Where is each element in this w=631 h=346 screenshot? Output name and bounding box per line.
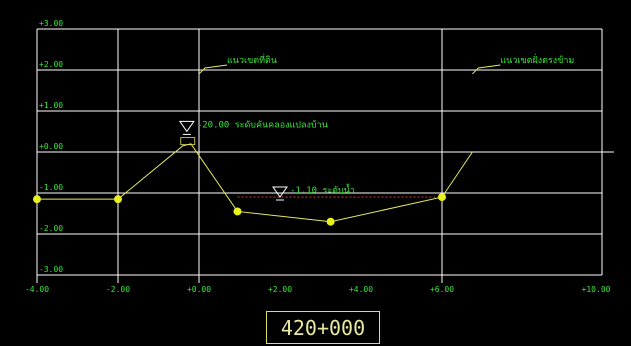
- y-tick-label: +2.00: [39, 60, 63, 69]
- ground-profile: [37, 137, 473, 223]
- x-tick-label: +0.00: [187, 285, 211, 294]
- annotation-label: แนวเขตที่ดิน: [227, 53, 277, 66]
- level-triangle-icon: [272, 186, 288, 198]
- embankment-hatch: [180, 137, 196, 146]
- profile-points: [33, 193, 446, 226]
- y-tick-label: -2.00: [39, 224, 63, 233]
- ground-line: [37, 143, 473, 223]
- profile-point: [233, 207, 242, 216]
- y-tick-label: +1.00: [39, 101, 63, 110]
- x-tick-label: -2.00: [106, 285, 130, 294]
- x-tick-label: -4.00: [25, 285, 49, 294]
- y-tick-label: -1.00: [39, 183, 63, 192]
- annotation-label: แนวเขตฝั่งตรงข้าม: [500, 53, 574, 66]
- leader-line: [198, 64, 228, 75]
- x-tick-label: +2.00: [268, 285, 292, 294]
- leader-line: [472, 64, 501, 75]
- y-tick-label: +3.00: [39, 19, 63, 28]
- profile-point: [438, 193, 446, 202]
- profile-point: [326, 217, 335, 226]
- x-tick-label: +6.00: [430, 285, 454, 294]
- level-triangle-icon: [178, 120, 195, 133]
- profile-point: [114, 195, 122, 204]
- y-tick-label: -3.00: [39, 265, 63, 274]
- x-tick-label: +10.00: [582, 285, 611, 294]
- station-label: 420+000: [266, 311, 380, 344]
- y-axis-tick-labels: +3.00 +2.00 +1.00 +0.00 -1.00 -2.00 -3.00: [39, 19, 63, 274]
- y-tick-label: +0.00: [39, 142, 63, 151]
- annotations: แนวเขตที่ดิน แนวเขตฝั่งตรงข้าม -20.00 ระดั…: [178, 53, 574, 201]
- profile-point: [33, 195, 41, 204]
- grid-lines: [36, 28, 614, 283]
- annotation-label: -1.10 ระดับน้ำ: [290, 183, 355, 196]
- x-tick-label: +4.00: [349, 285, 373, 294]
- x-axis-tick-labels: -4.00 -2.00 +0.00 +2.00 +4.00 +6.00 +10.00: [25, 285, 611, 294]
- annotation-label: -20.00 ระดับคันคลองแปลงบ้าน: [197, 119, 328, 130]
